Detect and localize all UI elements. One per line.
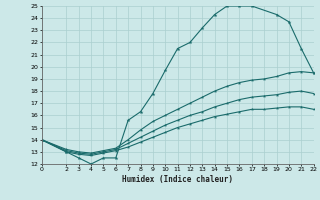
X-axis label: Humidex (Indice chaleur): Humidex (Indice chaleur) [122, 175, 233, 184]
